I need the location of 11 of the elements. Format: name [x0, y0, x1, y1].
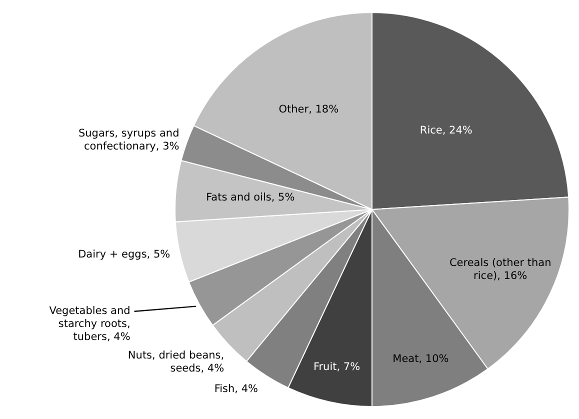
slice-label: Fats and oils, 5%: [206, 192, 295, 204]
slice-label: Vegetables and starchy roots, tubers, 4%: [49, 305, 130, 344]
slice-label: Rice, 24%: [420, 124, 472, 136]
slice-label: Other, 18%: [278, 103, 339, 116]
slice-label: Nuts, dried beans, seeds, 4%: [128, 350, 224, 375]
slice-label: Meat, 10%: [392, 353, 449, 366]
slice-label: Sugars, syrups and confectionary, 3%: [78, 127, 180, 152]
slice-label: Dairy + eggs, 5%: [78, 248, 170, 260]
slice-label: Fruit, 7%: [313, 360, 360, 373]
slice-label: Cereals (other than rice), 16%: [449, 257, 552, 282]
slice-label: Fish, 4%: [214, 382, 258, 395]
